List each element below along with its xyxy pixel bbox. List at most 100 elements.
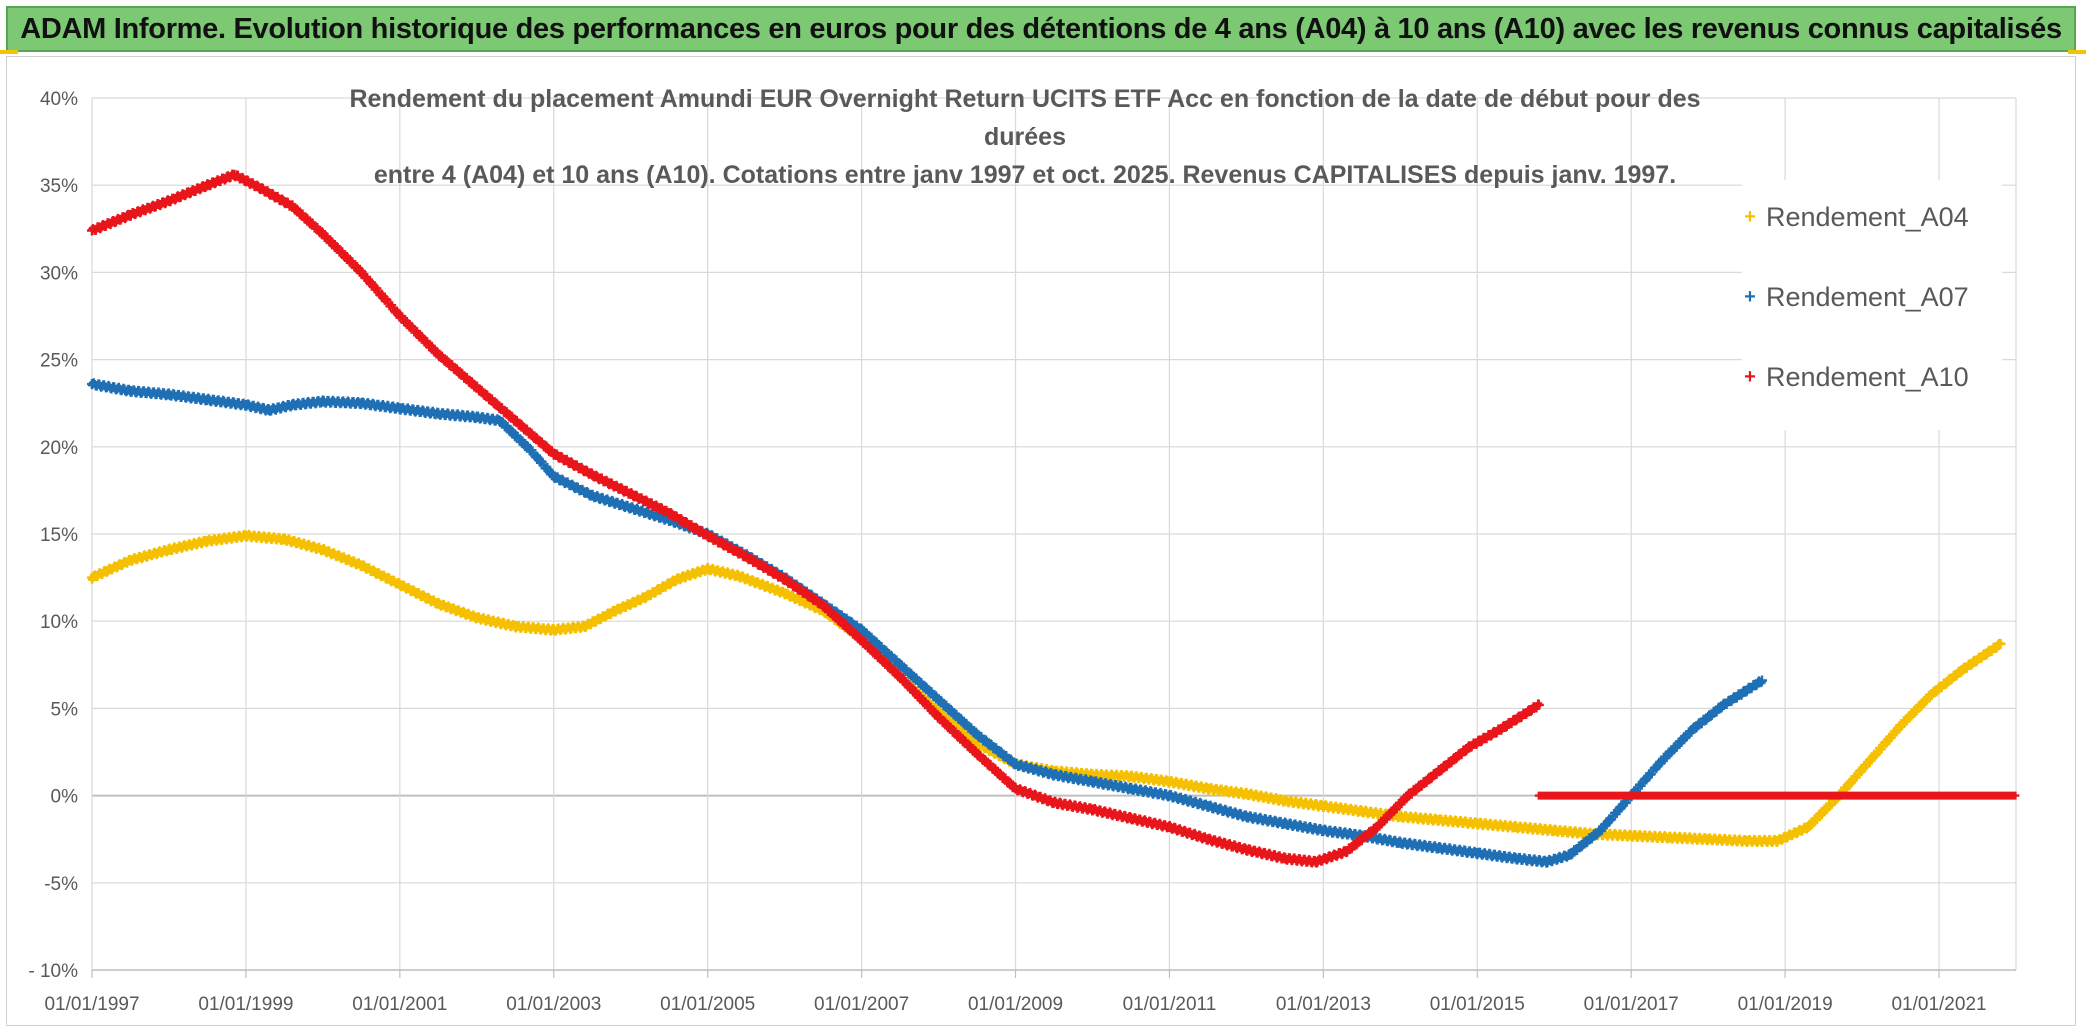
data-point [1664,832,1675,843]
data-point [394,403,405,414]
data-point [471,382,482,393]
series-rendement_a10 [87,169,2020,868]
data-point [671,574,682,585]
data-point [1395,837,1406,848]
data-point [1049,769,1059,780]
data-point [933,694,944,705]
data-point [1341,846,1352,857]
data-point [356,398,367,409]
data-point [1464,741,1475,752]
data-point [1372,821,1383,832]
data-point [1356,806,1367,817]
data-point [1433,842,1444,853]
data-point [1595,825,1606,836]
data-point [1803,821,1814,832]
data-point [1718,699,1729,710]
data-point [741,551,752,562]
data-point [163,195,174,206]
y-tick-label: 0% [51,787,79,808]
data-point [1125,813,1136,824]
legend-marker-a10: + [1744,366,1756,388]
data-point [125,555,136,566]
chart-title-line-2: entre 4 (A04) et 10 ans (A10). Cotations… [373,161,1677,189]
data-point [229,169,240,180]
legend-label-a10: Rendement_A10 [1766,362,1969,392]
data-point [510,621,521,632]
data-point [1318,825,1329,836]
corner-accent-left [0,50,18,54]
data-point [433,598,444,609]
legend-marker-a04: + [1744,206,1756,228]
x-tick-label: 01/01/2021 [1891,994,1986,1015]
data-point [895,672,906,683]
y-tick-label: 25% [40,351,78,372]
data-point [356,267,367,278]
data-point [256,183,267,194]
data-point [510,415,521,426]
data-point [202,394,213,405]
chart-frame [6,56,2076,1026]
y-tick-label: 15% [40,525,78,546]
chart-title-line-1: Rendement du placement Amundi EUR Overni… [349,85,1701,151]
data-point [1010,759,1021,770]
series-markers-rendement_a10 [88,169,2020,868]
data-point [1164,776,1175,787]
series-rendement_a07 [87,378,1768,868]
data-point [163,389,174,400]
data-point [433,349,444,360]
data-point [625,502,636,513]
y-tick-label: -5% [44,874,78,895]
data-point [317,229,328,240]
data-point [125,385,136,396]
data-point [1433,766,1444,777]
data-point [87,572,97,583]
data-point [610,605,621,616]
data-point [356,560,367,571]
data-point [202,535,213,546]
data-point [972,729,983,740]
y-tick-label: 35% [40,176,78,197]
data-point [1895,720,1906,731]
chart-legend: + Rendement_A04 + Rendement_A07 + Rendem… [1742,180,2002,430]
data-point [525,445,536,456]
y-tick-label: - 10% [28,961,78,982]
data-point [317,544,328,555]
data-point [471,412,482,423]
data-point [240,530,251,541]
data-point [1957,665,1968,676]
corner-accent-right [2068,50,2086,54]
data-point [87,225,97,236]
data-point [548,471,559,482]
data-point [587,469,598,480]
data-point [1087,804,1098,815]
x-tick-label: 01/01/1997 [44,994,139,1015]
data-point [1087,776,1098,787]
data-point [1741,835,1752,846]
data-point [1403,790,1414,801]
data-point [587,490,598,501]
data-point [1164,790,1175,801]
data-point [1533,699,1544,710]
data-point [1626,830,1637,841]
x-tick-label: 01/01/2001 [352,994,447,1015]
data-point [1279,795,1290,806]
legend-label-a04: Rendement_A04 [1766,202,1969,232]
data-point [87,379,97,390]
data-point [1279,818,1290,829]
data-point [394,311,405,321]
data-point [1164,821,1175,832]
data-point [856,624,867,635]
data-point [471,612,482,623]
data-point [1549,825,1560,836]
y-tick-label: 5% [51,699,79,720]
data-point [1202,783,1213,794]
report-banner: ADAM Informe. Evolution historique des p… [6,6,2076,52]
legend-label-a07: Rendement_A07 [1766,282,1969,312]
data-point [1202,801,1213,812]
data-point [494,415,505,426]
data-point [1564,849,1575,860]
y-tick-label: 40% [40,89,78,110]
data-point [779,574,790,585]
data-point [548,624,559,635]
